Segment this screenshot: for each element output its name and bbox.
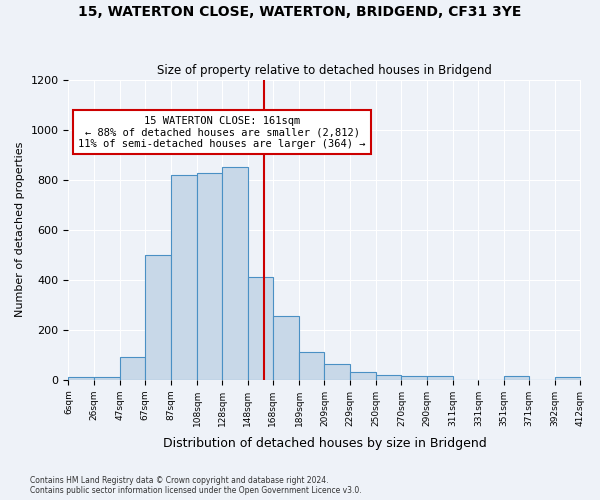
Bar [350,372,376,380]
X-axis label: Distribution of detached houses by size in Bridgend: Distribution of detached houses by size … [163,437,487,450]
Text: 15, WATERTON CLOSE, WATERTON, BRIDGEND, CF31 3YE: 15, WATERTON CLOSE, WATERTON, BRIDGEND, … [79,5,521,19]
Bar [273,316,299,380]
Bar [170,174,197,380]
Bar [427,376,453,380]
Bar [555,378,581,380]
Bar [222,167,248,380]
Bar [120,358,145,380]
Text: Contains HM Land Registry data © Crown copyright and database right 2024.
Contai: Contains HM Land Registry data © Crown c… [30,476,362,495]
Bar [401,376,427,380]
Bar [248,277,273,380]
Bar [299,352,325,380]
Bar [325,364,350,380]
Bar [145,254,170,380]
Bar [94,378,120,380]
Bar [197,174,222,380]
Bar [376,375,401,380]
Y-axis label: Number of detached properties: Number of detached properties [15,142,25,318]
Bar [503,376,529,380]
Bar [68,378,94,380]
Text: 15 WATERTON CLOSE: 161sqm
← 88% of detached houses are smaller (2,812)
11% of se: 15 WATERTON CLOSE: 161sqm ← 88% of detac… [78,116,366,149]
Title: Size of property relative to detached houses in Bridgend: Size of property relative to detached ho… [157,64,492,77]
